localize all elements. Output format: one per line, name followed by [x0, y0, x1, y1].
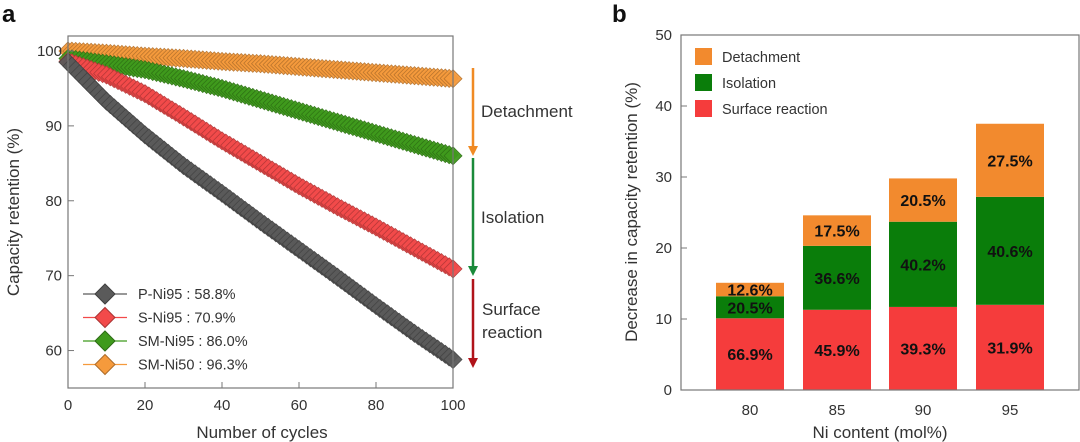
- panel-b-y-tick-label: 0: [664, 382, 672, 399]
- panel-a-x-tick-label: 40: [214, 397, 231, 414]
- legend-label-s-ni95: S-Ni95 : 70.9%: [138, 311, 236, 327]
- panel-b-plot-frame: [680, 34, 1080, 391]
- panel-b-bars: 66.9%20.5%12.6%45.9%36.6%17.5%39.3%40.2%…: [716, 123, 1044, 390]
- bar-segment-label: 39.3%: [900, 341, 945, 358]
- panel-a-legend: P-Ni95 : 58.8% S-Ni95 : 70.9% SM-Ni95 : 86…: [83, 283, 248, 376]
- panel-b-y-tick-label: 40: [655, 98, 672, 115]
- panel-a-y-tick-label: 60: [45, 343, 62, 360]
- detachment-annotation: Detachment: [481, 102, 573, 121]
- panel-a-y-tick-label: 90: [45, 118, 62, 135]
- series-p-ni95: [58, 52, 463, 370]
- bar-segment-surface-reaction: [803, 309, 871, 390]
- panel-b-stacked-bar-chart: 66.9%20.5%12.6%45.9%36.6%17.5%39.3%40.2%…: [622, 27, 1080, 442]
- panel-b-x-ticks: 80 85 90 95: [742, 402, 1019, 419]
- panel-a-x-tick-label: 0: [64, 397, 72, 414]
- bar-segment-label: 40.6%: [987, 244, 1032, 261]
- surface-reaction-annotation-line2: reaction: [482, 323, 542, 342]
- panel-b-x-tick-label: 85: [829, 402, 846, 419]
- bar-segment-label: 45.9%: [814, 343, 859, 360]
- bar-segment-isolation: [803, 245, 871, 310]
- bar-segment-isolation: [976, 196, 1044, 305]
- panel-a-x-axis-label: Number of cycles: [196, 423, 327, 442]
- bar-segment-surface-reaction: [716, 318, 784, 390]
- panel-a-plot-frame: [67, 35, 454, 389]
- series-sm-ni95: [58, 48, 463, 166]
- bar-segment-label: 17.5%: [814, 224, 859, 241]
- panel-a-y-tick-label: 100: [37, 43, 62, 60]
- bar-segment-detachment: [889, 178, 957, 222]
- panel-b-y-axis-label: Decrease in capacity retention (%): [622, 82, 641, 342]
- bar-segment-label: 31.9%: [987, 340, 1032, 357]
- panel-a-mechanism-arrows: Detachment Isolation Surface reaction: [468, 68, 573, 368]
- isolation-arrow-head-icon: [468, 266, 478, 276]
- panel-a-x-tick-label: 20: [137, 397, 154, 414]
- bar-segment-isolation: [889, 221, 957, 307]
- panel-b-legend: Detachment Isolation Surface reaction: [695, 48, 828, 118]
- legend-swatch-isolation: [695, 74, 712, 91]
- bar-segment-label: 12.6%: [727, 283, 772, 300]
- series-s-ni95: [58, 51, 463, 279]
- bar-segment-surface-reaction: [889, 306, 957, 390]
- panel-a-x-tick-label: 80: [368, 397, 385, 414]
- bar-segment-label: 66.9%: [727, 347, 772, 364]
- legend-label-surface-reaction: Surface reaction: [722, 102, 828, 118]
- legend-swatch-detachment: [695, 48, 712, 65]
- panel-a-y-tick-label: 80: [45, 193, 62, 210]
- panel-b-y-tick-label: 50: [655, 27, 672, 44]
- panel-b-y-ticks: 0 10 20 30 40 50: [655, 27, 687, 399]
- panel-b-y-tick-label: 10: [655, 311, 672, 328]
- bar-segment-isolation: [716, 296, 784, 319]
- legend-swatch-surface-reaction: [695, 100, 712, 117]
- surface-reaction-annotation-line1: Surface: [482, 300, 541, 319]
- isolation-annotation: Isolation: [481, 208, 544, 227]
- panel-b-y-tick-label: 30: [655, 169, 672, 186]
- surface-reaction-arrow-head-icon: [468, 358, 478, 368]
- panel-a-y-axis-label: Capacity retention (%): [4, 128, 23, 296]
- detachment-arrow-head-icon: [468, 146, 478, 156]
- panel-b-x-tick-label: 90: [915, 402, 932, 419]
- panel-a-x-tick-label: 60: [291, 397, 308, 414]
- legend-label-detachment: Detachment: [722, 50, 800, 66]
- panel-label-a: a: [2, 1, 16, 28]
- bar-segment-label: 40.2%: [900, 257, 945, 274]
- panel-b-x-axis-label: Ni content (mol%): [812, 423, 947, 442]
- legend-label-sm-ni95: SM-Ni95 : 86.0%: [138, 334, 248, 350]
- legend-diamond-icon: [94, 306, 116, 329]
- legend-diamond-icon: [94, 353, 116, 376]
- panel-a-series-group: [58, 41, 463, 370]
- panel-b-x-tick-label: 80: [742, 402, 759, 419]
- bar-segment-label: 20.5%: [727, 300, 772, 317]
- legend-diamond-icon: [94, 330, 116, 352]
- bar-segment-detachment: [976, 123, 1044, 197]
- panel-a-y-tick-label: 70: [45, 268, 62, 285]
- panel-a-x-ticks: 0 20 40 60 80 100: [64, 382, 466, 414]
- panel-a-y-ticks: 60 70 80 90 100: [37, 43, 74, 360]
- panel-a-line-chart: 60 70 80 90 100 0 20 40 60 80 100 Number of cycle…: [4, 35, 573, 442]
- bar-segment-label: 27.5%: [987, 153, 1032, 170]
- panel-label-b: b: [612, 1, 627, 28]
- legend-diamond-icon: [94, 283, 116, 305]
- panel-b-y-tick-label: 20: [655, 240, 672, 257]
- panel-b-x-tick-label: 95: [1002, 402, 1019, 419]
- legend-label-isolation: Isolation: [722, 76, 776, 92]
- legend-label-sm-ni50: SM-Ni50 : 96.3%: [138, 358, 248, 374]
- bar-segment-detachment: [716, 282, 784, 297]
- bar-segment-detachment: [803, 215, 871, 246]
- bar-segment-label: 36.6%: [814, 271, 859, 288]
- bar-segment-surface-reaction: [976, 304, 1044, 390]
- bar-segment-label: 20.5%: [900, 193, 945, 210]
- panel-a-x-tick-label: 100: [440, 397, 465, 414]
- legend-label-p-ni95: P-Ni95 : 58.8%: [138, 287, 236, 303]
